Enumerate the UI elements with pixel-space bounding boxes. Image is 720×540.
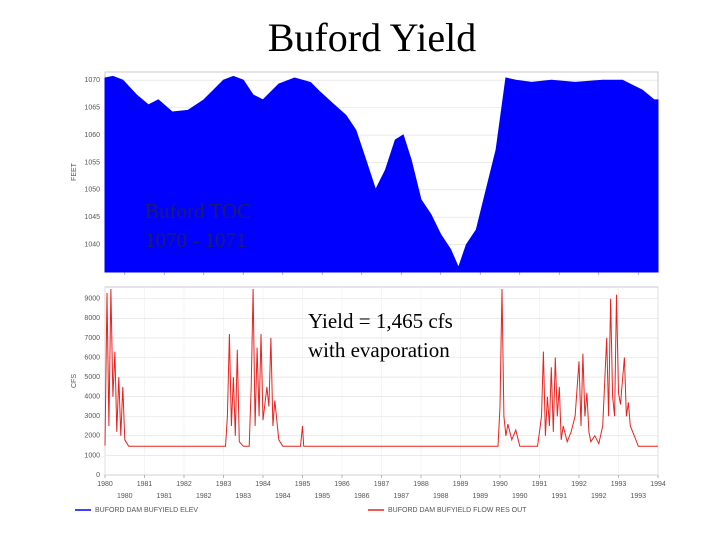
x-tick-label: 1986	[334, 481, 350, 488]
x-tick-label: 1982	[176, 481, 192, 488]
x-tick-label: 1991	[532, 481, 548, 488]
x-tick-label: 1980	[117, 493, 133, 500]
x-tick-label: 1985	[314, 493, 330, 500]
x-tick-label: 1994	[650, 481, 666, 488]
y-tick-label: 9000	[84, 296, 100, 303]
legend-label: BUFORD DAM BUFYIELD ELEV	[95, 507, 198, 514]
x-tick-label: 1988	[413, 481, 429, 488]
x-tick-label: 1984	[255, 481, 271, 488]
y-tick-label: 1050	[84, 187, 100, 194]
y-tick-label: 1045	[84, 214, 100, 221]
x-tick-label: 1984	[275, 493, 291, 500]
x-tick-label: 1981	[137, 481, 153, 488]
y-tick-label: 7000	[84, 335, 100, 342]
y-axis-label: CFS	[71, 374, 78, 388]
x-tick-label: 1989	[453, 481, 469, 488]
y-tick-label: 1060	[84, 132, 100, 139]
x-tick-label: 1993	[630, 493, 646, 500]
x-tick-label: 1989	[472, 493, 488, 500]
y-tick-label: 1065	[84, 104, 100, 111]
x-tick-label: 1980	[97, 481, 113, 488]
y-tick-label: 6000	[84, 354, 100, 361]
x-tick-label: 1985	[295, 481, 311, 488]
annotation: with evaporation	[308, 338, 450, 362]
x-tick-label: 1987	[374, 481, 390, 488]
x-tick-label: 1992	[591, 493, 607, 500]
line	[104, 288, 658, 447]
y-tick-label: 8000	[84, 315, 100, 322]
y-tick-label: 1055	[84, 159, 100, 166]
y-tick-label: 1070	[84, 77, 100, 84]
x-tick-label: 1991	[551, 493, 567, 500]
x-tick-label: 1982	[196, 493, 212, 500]
annotation: Yield = 1,465 cfs	[308, 309, 453, 333]
y-tick-label: 0	[96, 472, 100, 479]
x-tick-label: 1993	[611, 481, 627, 488]
y-tick-label: 4000	[84, 394, 100, 401]
y-tick-label: 1040	[84, 241, 100, 248]
y-tick-label: 3000	[84, 413, 100, 420]
y-tick-label: 5000	[84, 374, 100, 381]
area	[104, 75, 659, 273]
legend-label: BUFORD DAM BUFYIELD FLOW RES OUT	[388, 507, 527, 514]
y-tick-label: 2000	[84, 433, 100, 440]
x-tick-label: 1990	[512, 493, 528, 500]
x-tick-label: 1992	[571, 481, 587, 488]
x-tick-label: 1987	[393, 493, 409, 500]
x-tick-label: 1983	[235, 493, 251, 500]
x-tick-label: 1990	[492, 481, 508, 488]
y-axis-label: FEET	[71, 162, 78, 181]
annotation: 1070 - 1071	[145, 228, 247, 252]
y-tick-label: 1000	[84, 452, 100, 459]
x-tick-label: 1988	[433, 493, 449, 500]
x-tick-label: 1981	[156, 493, 172, 500]
x-tick-label: 1983	[216, 481, 232, 488]
slide-title: Buford Yield	[268, 15, 477, 60]
annotation: Buford TOC	[145, 199, 251, 223]
x-tick-label: 1986	[354, 493, 370, 500]
